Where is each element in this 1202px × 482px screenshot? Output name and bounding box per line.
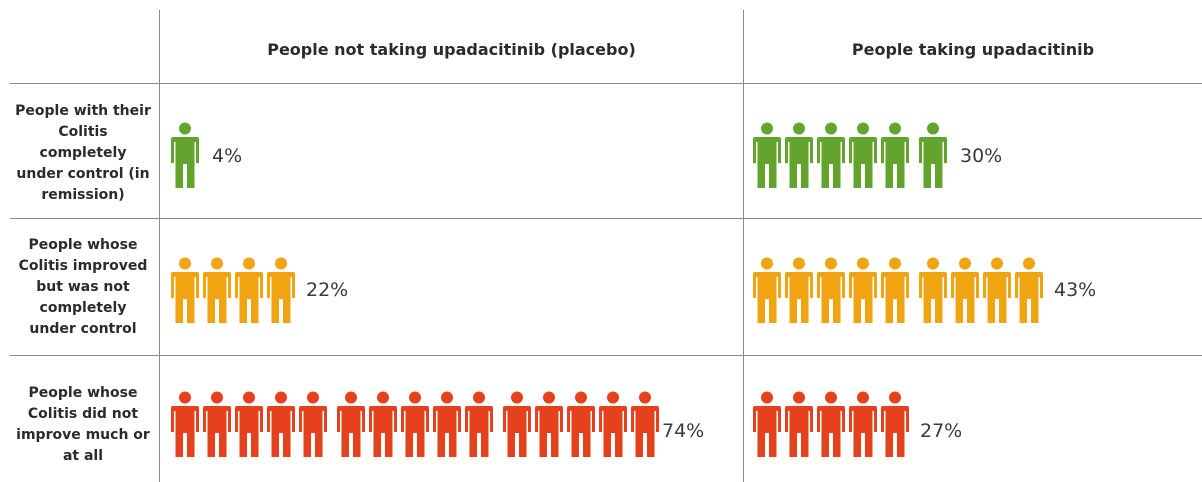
person-icon [753,391,781,457]
person-icon [849,391,877,457]
icons-remission-placebo [170,122,202,188]
percent-remission-treated: 30% [960,145,1003,167]
person-icon [267,257,295,323]
percent-improved-treated: 43% [1054,279,1097,301]
person-icon [951,257,979,323]
column-header-treated: People taking upadacitinib [851,40,1095,59]
icons-remission-treated [752,122,950,188]
person-icon [465,391,493,457]
person-icon [535,391,563,457]
person-icon [235,391,263,457]
person-icon [785,122,813,188]
row-label-remission: People with their Colitis completely und… [15,102,151,203]
person-icon [171,122,199,188]
person-icon [337,391,365,457]
icons-not-improved-treated [752,391,912,457]
person-icon [503,391,531,457]
person-icon [785,257,813,323]
person-icon [171,257,199,323]
icons-not-improved-placebo [170,391,662,457]
person-icon [881,391,909,457]
person-icon [267,391,295,457]
divider-vertical-middle [743,10,744,482]
divider-horizontal-header [10,83,1202,84]
percent-not-improved-placebo: 74% [662,420,705,442]
icons-improved-placebo [170,257,298,323]
person-icon [299,391,327,457]
person-icon [849,257,877,323]
person-icon [881,257,909,323]
person-icon [599,391,627,457]
row-label-not-improved: People whose Colitis did not improve muc… [16,385,150,464]
divider-horizontal-row2 [10,355,1202,356]
person-icon [235,257,263,323]
person-icon [433,391,461,457]
person-icon [817,391,845,457]
person-icon [203,391,231,457]
person-icon [817,122,845,188]
person-icon [881,122,909,188]
person-icon [203,257,231,323]
person-icon [567,391,595,457]
person-icon [753,122,781,188]
row-label-improved: People whose Colitis improved but was no… [18,236,148,337]
percent-improved-placebo: 22% [306,279,349,301]
percent-remission-placebo: 4% [212,145,243,167]
person-icon [369,391,397,457]
column-header-placebo: People not taking upadacitinib (placebo) [267,40,636,59]
person-icon [1015,257,1043,323]
divider-horizontal-row1 [10,218,1202,219]
person-icon [849,122,877,188]
person-icon [817,257,845,323]
divider-vertical-left [159,10,160,482]
person-icon [919,257,947,323]
person-icon [753,257,781,323]
person-icon [785,391,813,457]
icons-improved-treated [752,257,1046,323]
percent-not-improved-treated: 27% [920,420,963,442]
person-icon [919,122,947,188]
person-icon [401,391,429,457]
person-icon [983,257,1011,323]
person-icon [171,391,199,457]
person-icon [631,391,659,457]
